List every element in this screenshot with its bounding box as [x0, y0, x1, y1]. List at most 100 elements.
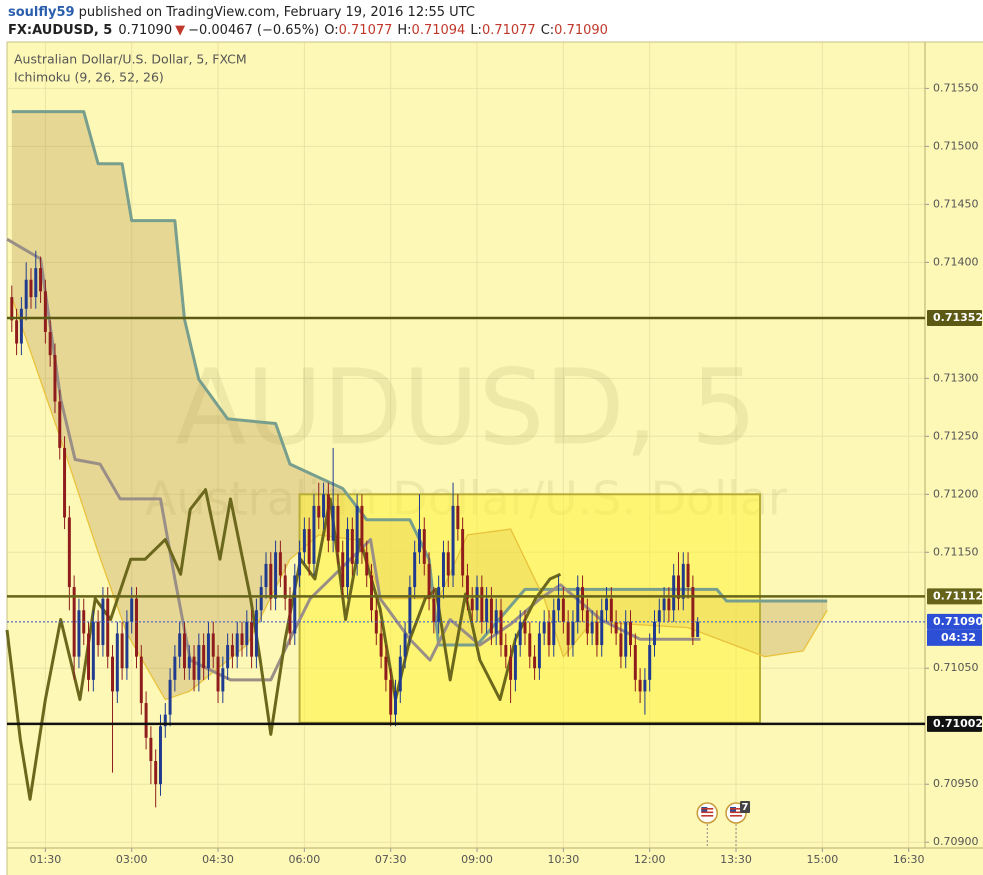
- candle-body: [283, 575, 287, 599]
- candle-body: [192, 656, 196, 680]
- candle-body: [643, 679, 647, 692]
- candle-body: [221, 668, 225, 692]
- candle-body: [528, 633, 532, 657]
- candle-body: [163, 714, 167, 727]
- candle-body: [226, 645, 230, 669]
- open-label: O:: [324, 23, 338, 38]
- candle-body: [307, 529, 311, 564]
- candle-body: [130, 598, 134, 622]
- candle-body: [34, 268, 38, 298]
- y-tick-label: 0.70950: [933, 777, 979, 790]
- candle-body: [480, 587, 484, 622]
- candle-body: [350, 529, 354, 564]
- candle-body: [629, 621, 632, 646]
- x-tick-label: 16:30: [893, 853, 925, 866]
- candle-body: [288, 598, 292, 634]
- candle-body: [624, 621, 628, 657]
- countdown-label: 04:32: [941, 631, 976, 644]
- price-label: 0.71090: [933, 615, 983, 628]
- event-flag-stripe: [730, 811, 743, 814]
- candle-body: [269, 563, 273, 599]
- low-value: 0.71077: [482, 23, 536, 38]
- candle-body: [470, 598, 474, 611]
- y-tick-label: 0.71150: [933, 545, 979, 558]
- price-label: 0.71002: [933, 717, 983, 730]
- chart-title: Australian Dollar/U.S. Dollar, 5, FXCM: [14, 52, 247, 67]
- candle-body: [106, 598, 110, 657]
- y-tick-label: 0.71400: [933, 255, 979, 268]
- candle-body: [91, 621, 95, 680]
- candle-body: [322, 494, 326, 518]
- event-flag-stripe: [701, 815, 714, 817]
- x-tick-label: 09:00: [461, 853, 493, 866]
- candle-body: [681, 563, 685, 599]
- candle-body: [77, 610, 81, 657]
- event-flag-stripe: [730, 808, 743, 810]
- candle-body: [389, 679, 393, 715]
- candle-body: [441, 552, 445, 588]
- candle-body: [111, 656, 115, 692]
- candle-body: [561, 598, 565, 622]
- candle-body: [638, 679, 642, 692]
- candle-body: [63, 447, 67, 518]
- candle-body: [394, 691, 397, 715]
- candle-body: [662, 598, 666, 611]
- high-label: H:: [397, 23, 411, 38]
- candle-body: [48, 331, 52, 356]
- x-tick-label: 01:30: [30, 853, 62, 866]
- candle-body: [370, 575, 374, 611]
- candle-body: [552, 610, 556, 646]
- candle-body: [341, 552, 345, 588]
- candle-body: [653, 621, 656, 646]
- candle-body: [676, 575, 680, 599]
- change-arrow: ▼: [175, 23, 185, 38]
- candle-body: [58, 401, 62, 448]
- indicator-label: Ichimoku (9, 26, 52, 26): [14, 70, 164, 85]
- price-label: 0.71112: [933, 589, 983, 602]
- watermark: AUDUSD, 5: [175, 346, 757, 468]
- candle-body: [216, 656, 220, 692]
- x-tick-label: 07:30: [375, 853, 407, 866]
- candle-body: [312, 505, 316, 564]
- candle-body: [197, 645, 201, 680]
- candle-body: [686, 563, 690, 588]
- y-tick-label: 0.71450: [933, 197, 979, 210]
- candle-body: [24, 279, 28, 309]
- candle-body: [206, 633, 210, 669]
- candle-body: [566, 621, 570, 646]
- candle-body: [274, 552, 278, 599]
- indicator-line: [5, 488, 562, 801]
- candle-body: [432, 598, 436, 622]
- candle-body: [53, 355, 57, 402]
- candle-body: [298, 552, 302, 576]
- candle-body: [346, 529, 350, 588]
- x-tick-label: 06:00: [289, 853, 321, 866]
- candle-body: [384, 656, 388, 680]
- open-value: 0.71077: [339, 23, 393, 38]
- change: −0.00467 (−0.65%): [188, 23, 319, 38]
- candle-body: [398, 656, 402, 692]
- candle-body: [259, 587, 263, 611]
- candle-body: [302, 529, 306, 553]
- candle-body: [523, 621, 527, 634]
- candle-body: [499, 610, 503, 646]
- candle-body: [336, 505, 340, 553]
- candle-body: [29, 279, 33, 298]
- ichimoku-cloud: [11, 111, 828, 700]
- candle-body: [465, 575, 469, 599]
- close-label: C:: [541, 23, 554, 38]
- candle-body: [178, 633, 182, 657]
- candle-body: [547, 621, 551, 646]
- candle-body: [326, 494, 330, 541]
- candle-body: [235, 633, 239, 657]
- price-label-box: [927, 715, 982, 732]
- candle-body: [518, 621, 522, 646]
- candle-body: [475, 587, 479, 611]
- candle-body: [187, 656, 191, 669]
- candle-body: [379, 633, 383, 657]
- candle-body: [168, 679, 172, 715]
- candle-body: [509, 656, 513, 680]
- candle-body: [355, 505, 359, 564]
- candle-body: [202, 645, 206, 669]
- candle-body: [422, 529, 426, 564]
